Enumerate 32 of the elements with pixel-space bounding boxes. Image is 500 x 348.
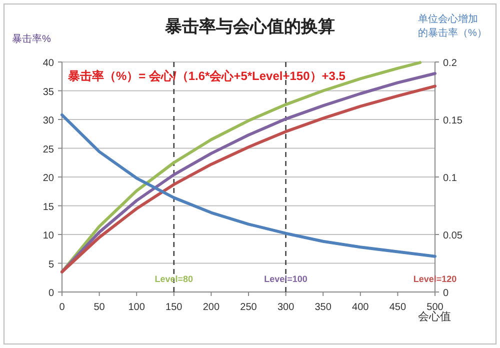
y2-tick-label: 0 — [443, 288, 449, 299]
y2-axis-title: 单位会心增加的暴击率（%） — [418, 13, 487, 39]
line-series — [60, 113, 436, 258]
x-tick-label: 350 — [314, 302, 332, 313]
y-tick-label: 10 — [42, 230, 54, 242]
y-tick-label: 0 — [48, 288, 54, 299]
x-tick-label: 150 — [166, 302, 183, 313]
y-tick-label: 40 — [42, 58, 54, 69]
y-tick-label: 15 — [42, 202, 54, 213]
text: Level=100 — [264, 274, 308, 284]
x-axis-title: 会心值 — [418, 310, 451, 323]
x-tick-label: 450 — [389, 302, 406, 313]
x-tick-label: 0 — [59, 302, 66, 313]
text: Level=80 — [154, 274, 194, 284]
y2-tick-label: 0.05 — [443, 230, 463, 242]
y-tick-label: 5 — [48, 259, 54, 270]
x-tick-label: 50 — [94, 302, 106, 313]
y2-tick-label: 0.1 — [443, 173, 458, 184]
y-tick-label: 20 — [42, 173, 54, 184]
annotation: 暴击率（%）= 会心/（1.6*会心+5*Level+150）+3.5 — [67, 69, 346, 83]
y-tick-label: 25 — [42, 144, 54, 156]
y-axis-title: 暴击率% — [12, 33, 51, 45]
y-tick-label: 30 — [42, 116, 54, 126]
y2-tick-label: 0.2 — [443, 58, 458, 69]
x-tick-label: 400 — [352, 302, 370, 313]
x-tick-label: 100 — [128, 302, 146, 313]
x-tick-label: 300 — [277, 302, 295, 313]
y2-tick-label: 0.15 — [443, 116, 463, 126]
x-tick-label: 250 — [240, 302, 258, 313]
x-tick-label: 200 — [202, 302, 220, 313]
y-tick-label: 35 — [42, 86, 54, 98]
chart-title: 暴击率与会心值的换算 — [164, 17, 335, 36]
